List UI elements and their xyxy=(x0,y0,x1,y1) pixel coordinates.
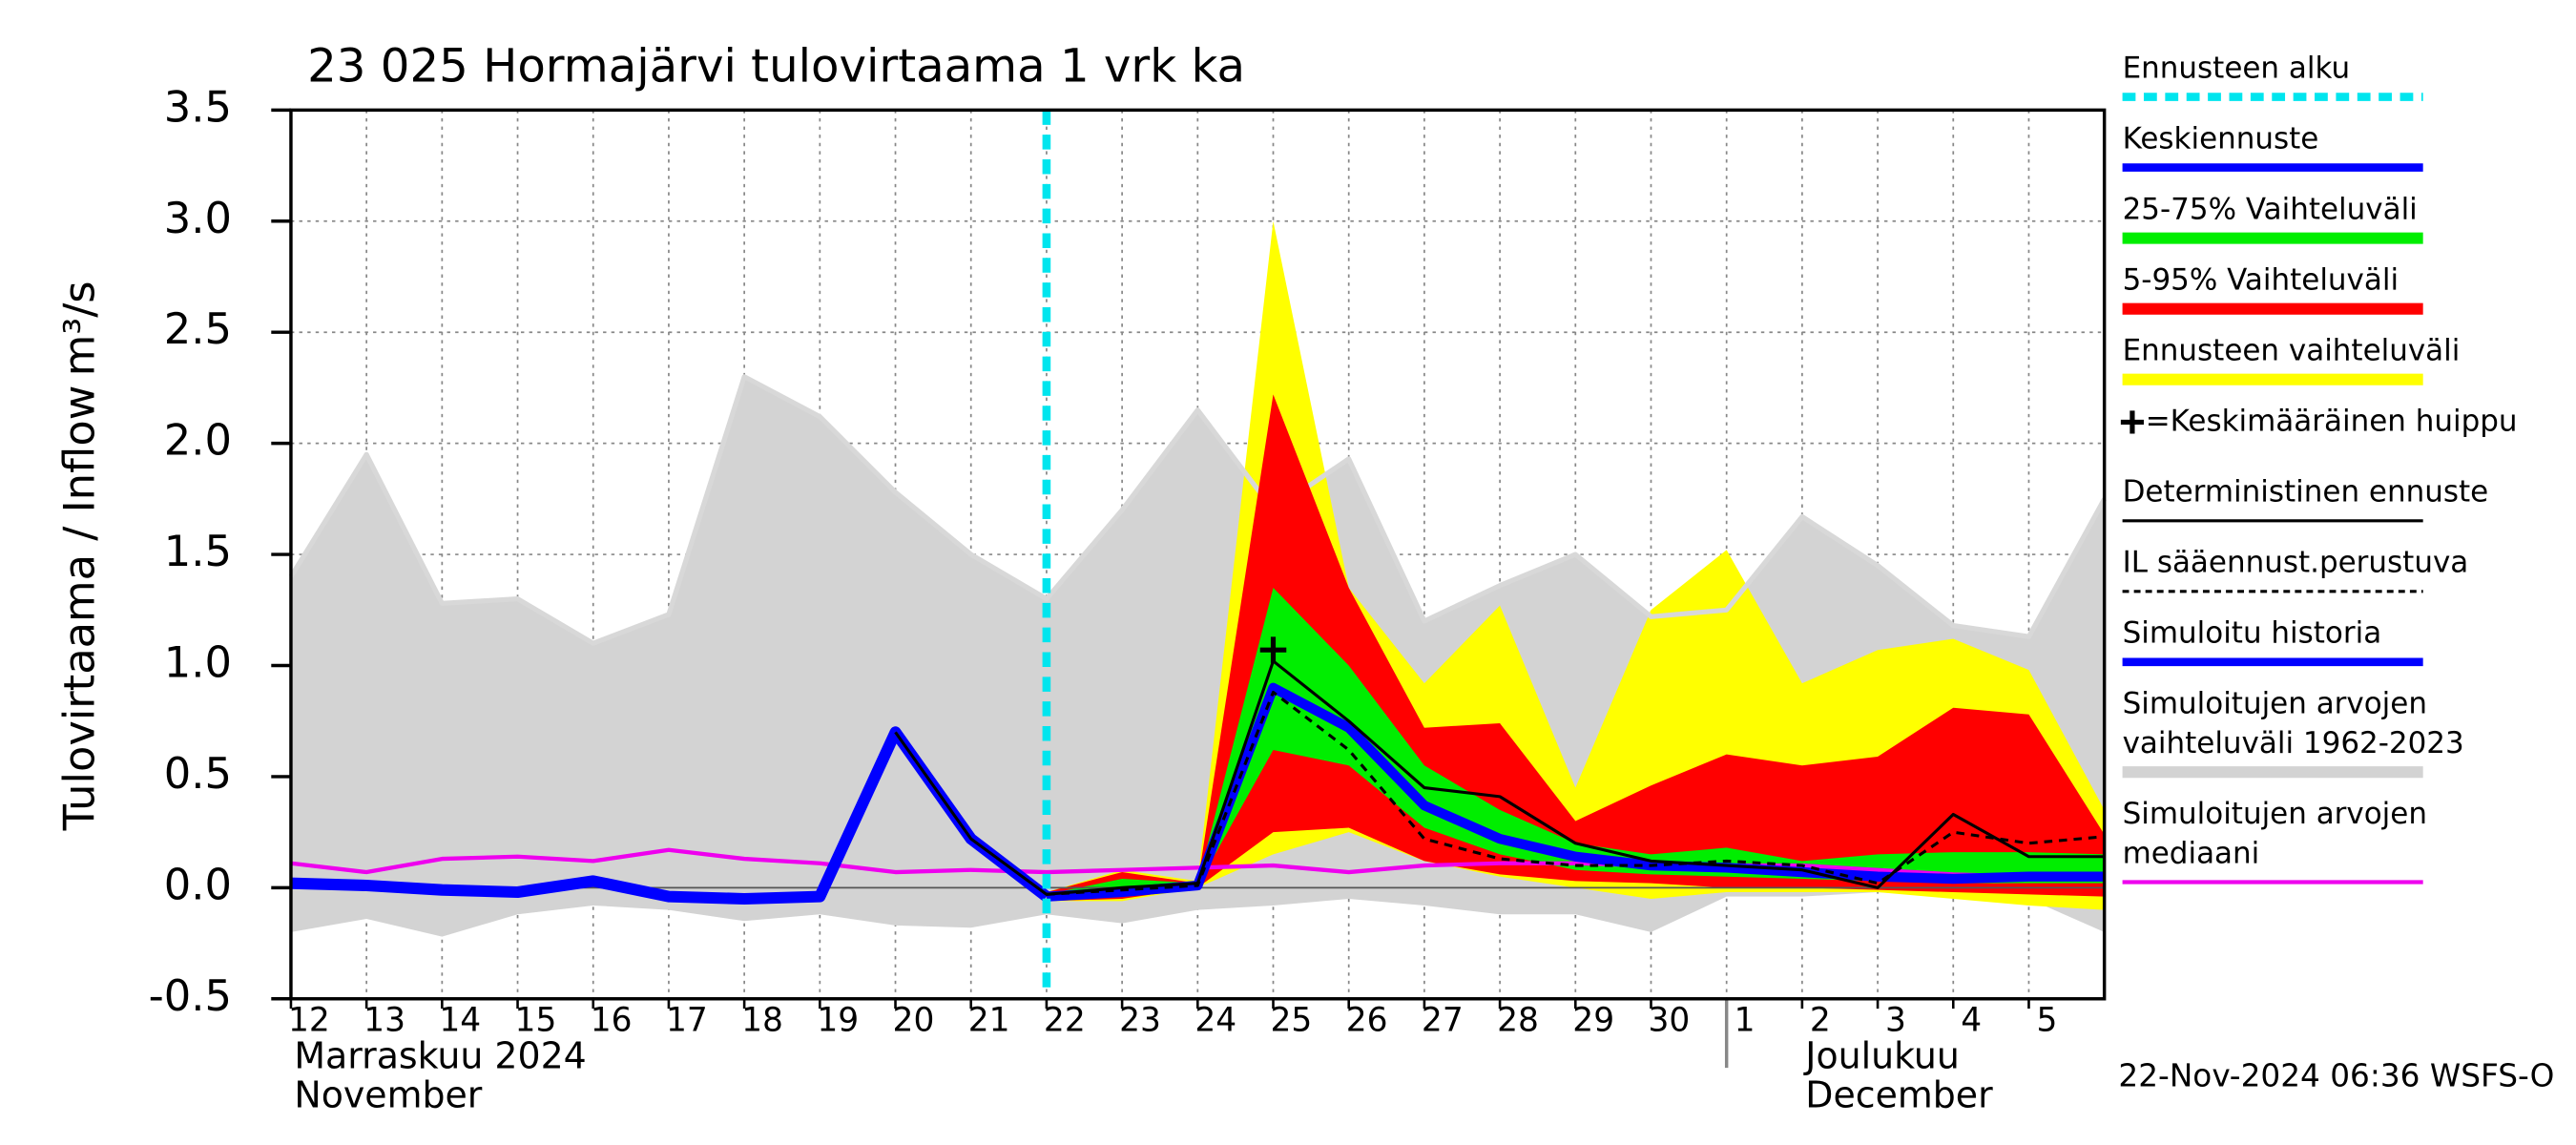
x-tick-label: 26 xyxy=(1346,1001,1388,1039)
legend-label: Ennusteen alku xyxy=(2123,51,2351,85)
legend-label: Simuloitujen arvojen mediaani xyxy=(2123,796,2427,869)
x-tick-label: 4 xyxy=(1961,1001,1982,1039)
range-upper-edge xyxy=(288,374,2107,646)
x-tick-label: 18 xyxy=(741,1001,783,1039)
x-tick-label: 25 xyxy=(1271,1001,1313,1039)
legend-marker xyxy=(2120,410,2144,434)
x-tick-label: 15 xyxy=(515,1001,557,1039)
month-label: Marraskuu 2024 xyxy=(294,1034,586,1076)
x-tick-label: 16 xyxy=(591,1001,633,1039)
band xyxy=(1046,587,2105,899)
y-tick-label: 2.5 xyxy=(164,303,232,354)
legend-label: Ennusteen vaihteluväli xyxy=(2123,333,2461,367)
x-tick-label: 27 xyxy=(1422,1001,1464,1039)
x-tick-label: 12 xyxy=(288,1001,330,1039)
legend-label: Keskiennuste xyxy=(2123,121,2319,156)
y-tick-label: 3.5 xyxy=(164,81,232,132)
series-line xyxy=(1046,690,2105,896)
y-tick-label: 0.0 xyxy=(164,859,232,909)
x-tick-label: 2 xyxy=(1810,1001,1831,1039)
legend-label: Simuloitu historia xyxy=(2123,615,2382,650)
legend-label: IL sääennust.perustuva xyxy=(2123,545,2469,579)
plot-frame xyxy=(289,108,2107,1001)
y-tick-label: 0.5 xyxy=(164,748,232,799)
x-tick-label: 20 xyxy=(893,1001,935,1039)
month-label: November xyxy=(294,1074,482,1116)
y-tick-label: 1.5 xyxy=(164,526,232,576)
x-tick-label: 29 xyxy=(1572,1001,1614,1039)
month-label: Joulukuu xyxy=(1803,1034,1960,1076)
legend-label: Simuloitujen arvojen vaihteluväli 1962-20… xyxy=(2123,686,2464,760)
month-label: December xyxy=(1805,1074,1993,1116)
y-tick-label: 1.0 xyxy=(164,636,232,687)
y-tick-label: -0.5 xyxy=(149,970,232,1021)
x-tick-label: 17 xyxy=(666,1001,708,1039)
x-tick-label: 3 xyxy=(1885,1001,1906,1039)
legend-label: 25-75% Vaihteluväli xyxy=(2123,192,2418,226)
y-tick-label: 3.0 xyxy=(164,193,232,243)
series-line xyxy=(894,659,2105,896)
legend-label: 5-95% Vaihteluväli xyxy=(2123,262,2399,297)
y-axis-unit: m³/s xyxy=(53,281,104,376)
x-tick-label: 28 xyxy=(1497,1001,1539,1039)
x-tick-label: 1 xyxy=(1735,1001,1755,1039)
band xyxy=(1046,394,2105,902)
x-tick-label: 30 xyxy=(1649,1001,1691,1039)
x-tick-label: 5 xyxy=(2036,1001,2057,1039)
x-tick-label: 24 xyxy=(1195,1001,1236,1039)
x-tick-label: 14 xyxy=(439,1001,481,1039)
x-tick-label: 23 xyxy=(1119,1001,1161,1039)
legend-label: =Keskimääräinen huippu xyxy=(2146,404,2518,438)
chart-title: 23 025 Hormajärvi tulovirtaama 1 vrk ka xyxy=(307,39,1245,93)
x-tick-label: 19 xyxy=(817,1001,859,1039)
y-axis-label: Tulovirtaama / Inflow xyxy=(53,385,104,832)
peak-marker xyxy=(1259,636,1287,663)
legend-label: Deterministinen ennuste xyxy=(2123,474,2489,509)
x-tick-label: 21 xyxy=(968,1001,1010,1039)
x-tick-label: 22 xyxy=(1044,1001,1086,1039)
footer: 22-Nov-2024 06:36 WSFS-O xyxy=(2118,1057,2554,1093)
x-tick-label: 13 xyxy=(364,1001,405,1039)
y-tick-label: 2.0 xyxy=(164,415,232,466)
